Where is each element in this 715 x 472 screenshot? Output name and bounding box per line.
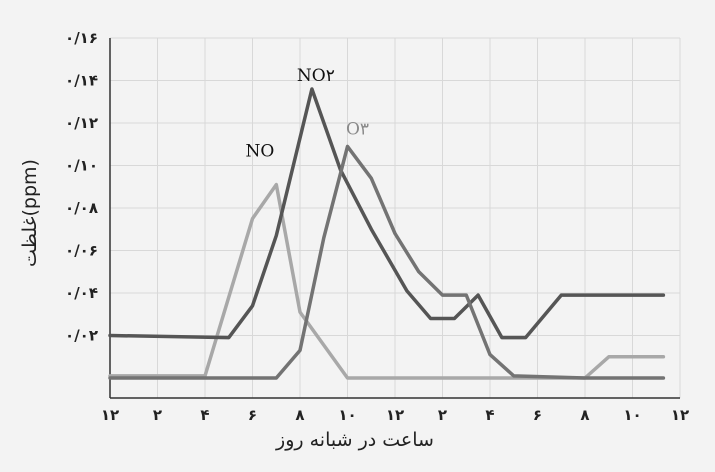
series-label-no2: NO۲ [297, 66, 335, 86]
x-tick-label: ۱۰ [338, 406, 356, 424]
series-label-o3: O۳ [346, 119, 369, 139]
x-tick-label: ۱۲ [671, 406, 689, 424]
x-tick-label: ۴ [200, 406, 209, 424]
x-tick-label: ۱۰ [623, 406, 641, 424]
series-label-no: NO [245, 142, 274, 162]
series-line-no2 [108, 87, 666, 340]
x-tick-label: ۶ [248, 406, 257, 424]
series-line-o3 [108, 144, 666, 380]
y-tick-label: ۰/۱۴ [65, 72, 98, 90]
x-tick-label: ۱۲ [101, 406, 119, 424]
y-axis-title: غلظت(ppm) [19, 159, 41, 267]
y-tick-label: ۰/۰۸ [65, 199, 98, 217]
y-tick-label: ۰/۰۴ [65, 284, 98, 302]
y-tick-label: ۰/۰۲ [65, 327, 98, 345]
axes [109, 38, 680, 399]
x-axis-title: ساعت در شبانه روز [275, 429, 434, 451]
series-line-no [108, 182, 666, 380]
y-tick-label: ۰/۱۲ [65, 114, 98, 132]
x-tick-label: ۴ [485, 406, 494, 424]
x-tick-labels: ۱۲ ۲ ۴ ۶ ۸ ۱۰ ۱۲ ۲ ۴ ۶ ۸ ۱۰ ۱۲ [101, 406, 689, 424]
grid [109, 37, 681, 398]
x-tick-label: ۲ [438, 406, 447, 424]
x-tick-label: ۸ [295, 406, 304, 424]
y-tick-label: ۰/۱۶ [65, 29, 98, 47]
x-tick-label: ۸ [580, 406, 589, 424]
x-tick-label: ۶ [533, 406, 542, 424]
y-tick-labels: ۰/۰۲ ۰/۰۴ ۰/۰۶ ۰/۰۸ ۰/۱۰ ۰/۱۲ ۰/۱۴ ۰/۱۶ [65, 29, 98, 345]
x-tick-label: ۲ [153, 406, 162, 424]
y-tick-label: ۰/۱۰ [65, 157, 98, 175]
x-tick-label: ۱۲ [386, 406, 404, 424]
series-lines [108, 87, 666, 380]
y-tick-label: ۰/۰۶ [65, 242, 98, 260]
series-labels: NO NO۲ O۳ [245, 66, 369, 162]
